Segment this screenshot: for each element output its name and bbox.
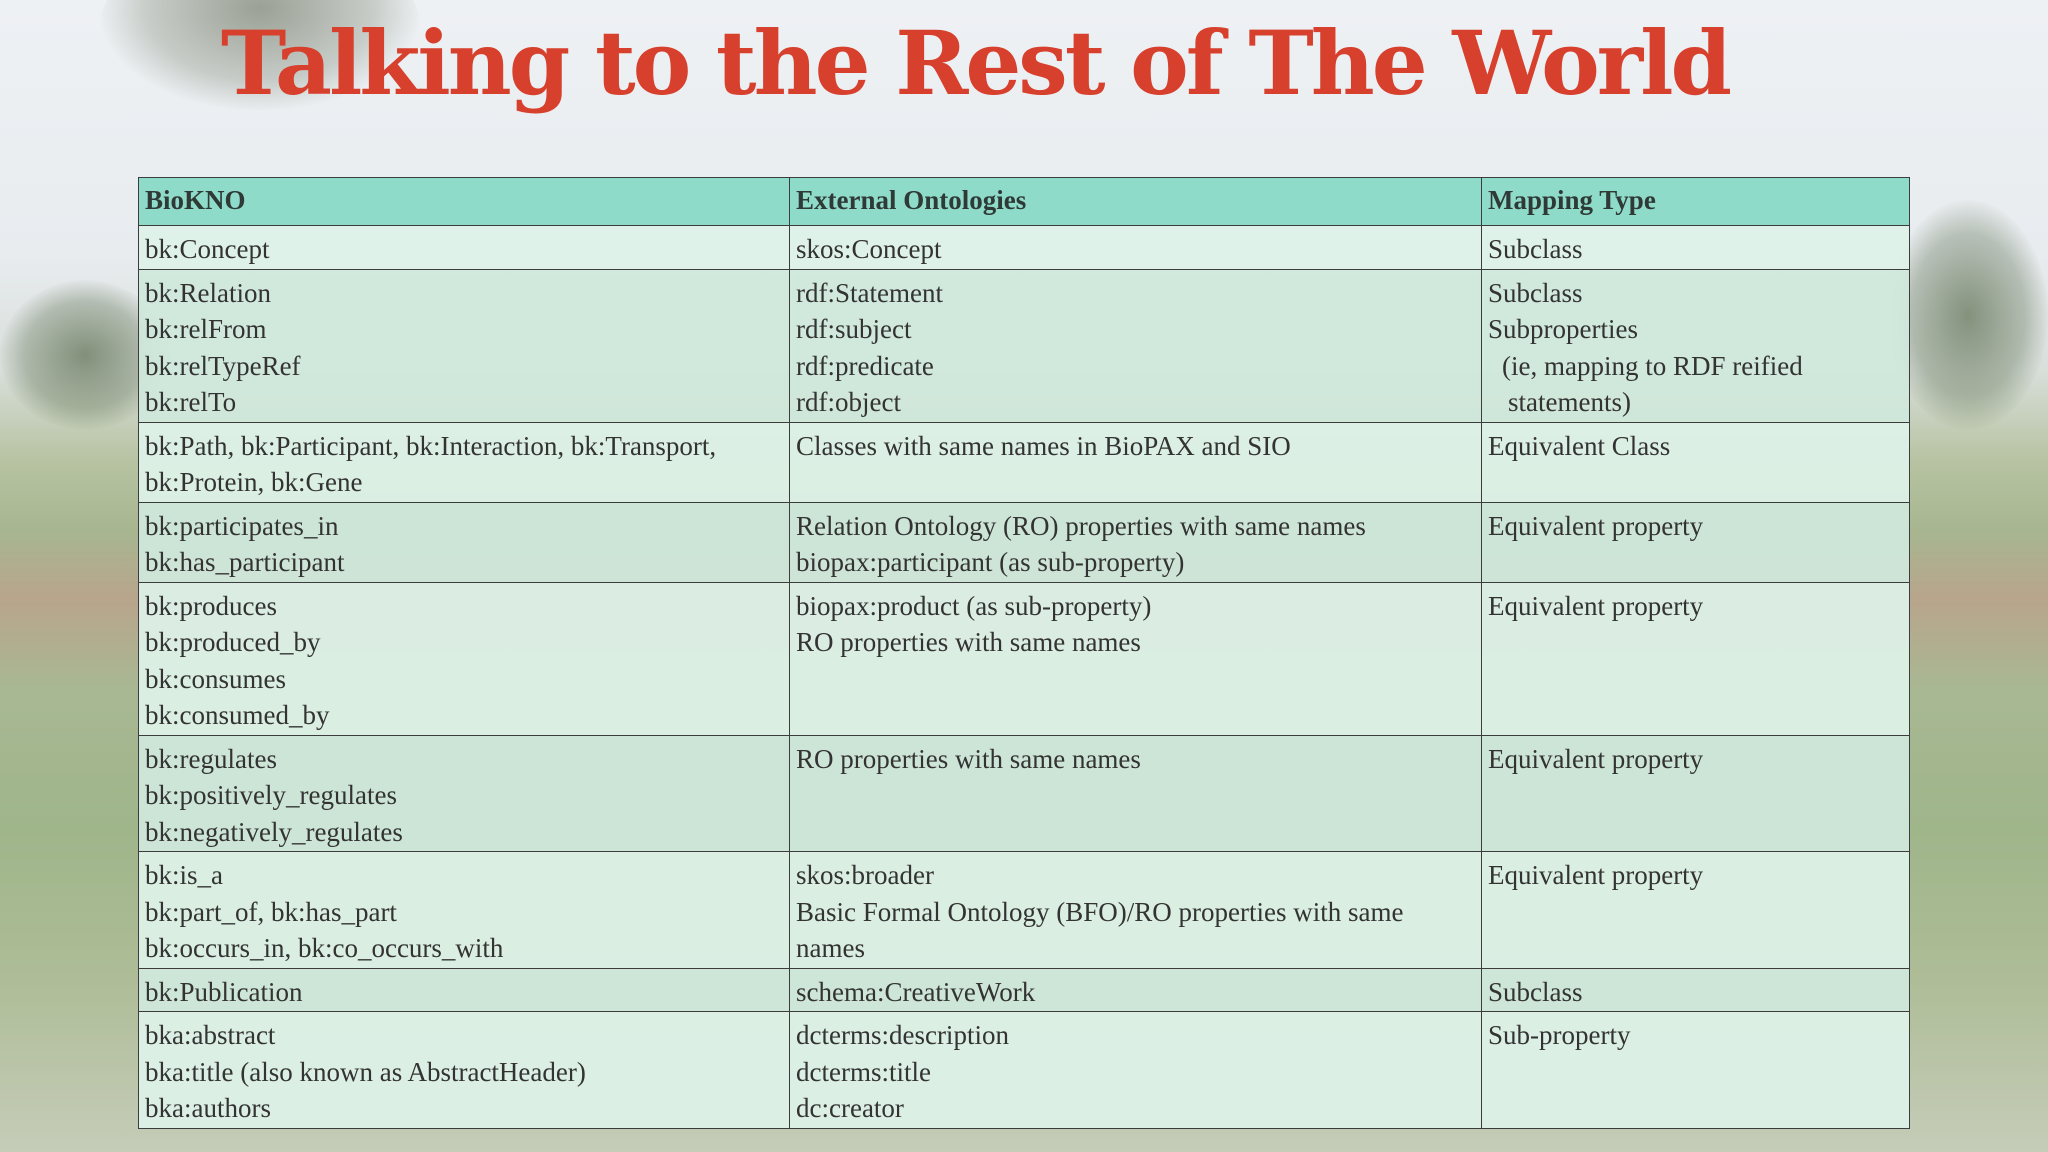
external-ontologies-cell: dcterms:description dcterms:title dc:creat… xyxy=(789,1011,1482,1129)
table-row: bk:participates_in bk:has_participant Rela… xyxy=(138,501,1910,583)
cell-line: bk:relTypeRef xyxy=(145,350,301,381)
cell-line: Subproperties xyxy=(1488,314,1638,344)
cell-line: Equivalent property xyxy=(1488,590,1704,621)
cell-line: RO properties with same names xyxy=(796,627,1141,657)
table-row: bk:produces bk:produced_by bk:consumes bk:c… xyxy=(138,581,1910,736)
external-ontologies-cell: RO properties with same names xyxy=(789,734,1482,852)
bioknO-cell: bk:participates_in bk:has_participant xyxy=(138,501,790,583)
bioknO-cell: bk:Publication xyxy=(138,967,790,1012)
mapping-type-cell: Equivalent property xyxy=(1481,581,1910,736)
cell-line: Equivalent property xyxy=(1488,743,1704,774)
cell-line: bk:consumed_by xyxy=(145,700,330,730)
table-row: bk:Publication schema:CreativeWork Subclas… xyxy=(138,967,1910,1012)
cell-line: (ie, mapping to RDF reified xyxy=(1502,350,1803,381)
cell-line: bk:relTo xyxy=(145,387,237,417)
cell-line: bk:produced_by xyxy=(145,627,321,657)
cell-line: rdf:subject xyxy=(796,314,912,344)
cell-line: bk:participates_in xyxy=(145,510,339,541)
external-ontologies-cell: Relation Ontology (RO) properties with s… xyxy=(789,501,1482,583)
cell-line: bk:Concept xyxy=(145,234,270,264)
cell-line: Subclass xyxy=(1488,234,1583,264)
bioknO-cell: bka:abstract bka:title (also known as Abs… xyxy=(138,1011,790,1129)
mapping-type-cell: Equivalent property xyxy=(1481,734,1910,852)
external-ontologies-cell: rdf:Statement rdf:subject rdf:predicate rdf… xyxy=(789,268,1482,423)
cell-line: bk:consumes xyxy=(145,663,286,694)
cell-line: Classes with same names in BioPAX and SI… xyxy=(796,430,1291,461)
table-row: bk:Path, bk:Participant, bk:Interaction,… xyxy=(138,421,1910,503)
cell-line: bk:Relation xyxy=(145,277,271,308)
cell-line: Subclass xyxy=(1488,976,1583,1007)
mapping-type-cell: Equivalent property xyxy=(1481,851,1910,969)
mapping-type-cell: Subclass xyxy=(1481,225,1910,270)
slide-title: Talking to the Rest of The World xyxy=(220,11,1732,115)
external-ontologies-cell: schema:CreativeWork xyxy=(789,967,1482,1012)
cell-line: dc:creator xyxy=(796,1093,904,1123)
cell-line: schema:CreativeWork xyxy=(796,976,1036,1007)
bioknO-cell: bk:is_a bk:part_of, bk:has_part bk:occurs_… xyxy=(138,851,790,969)
cell-line: Subclass xyxy=(1488,277,1583,308)
cell-line: Relation Ontology (RO) properties with s… xyxy=(796,510,1366,541)
cell-line: bk:regulates xyxy=(145,743,277,774)
table-body: bk:Concept skos:Concept Subclass bk:Relatio… xyxy=(138,225,1910,1129)
table-row: bka:abstract bka:title (also known as Abs… xyxy=(138,1011,1910,1129)
cell-line: statements) xyxy=(1508,387,1631,417)
cell-line: RO properties with same names xyxy=(796,743,1141,774)
cell-line: bk:relFrom xyxy=(145,314,267,344)
cell-line: dcterms:description xyxy=(796,1020,1009,1050)
cell-line: bka:abstract xyxy=(145,1020,276,1050)
cell-line: skos:Concept xyxy=(796,234,942,264)
cell-line: Equivalent property xyxy=(1488,510,1704,541)
mapping-type-cell: Subclass xyxy=(1481,967,1910,1012)
tree-right-decoration xyxy=(1888,200,2048,430)
external-ontologies-cell: skos:Concept xyxy=(789,225,1482,270)
mapping-type-cell: Equivalent property xyxy=(1481,501,1910,583)
cell-line: bka:title (also known as AbstractHeader) xyxy=(145,1056,586,1087)
table-row: bk:regulates bk:positively_regulates bk:ne… xyxy=(138,734,1910,852)
table-header-row: BioKNO External Ontologies Mapping Type xyxy=(138,177,1910,226)
mapping-type-cell: Equivalent Class xyxy=(1481,421,1910,503)
mapping-table-container: BioKNO External Ontologies Mapping Type … xyxy=(138,177,1910,1129)
cell-line: names xyxy=(796,933,865,963)
cell-line: biopax:participant (as sub-property) xyxy=(796,547,1185,577)
cell-line: bk:Protein, bk:Gene xyxy=(145,467,363,497)
cell-line: rdf:object xyxy=(796,387,901,417)
bioknO-cell: bk:Relation bk:relFrom bk:relTypeRef bk:rel… xyxy=(138,268,790,423)
cell-line: biopax:product (as sub-property) xyxy=(796,590,1152,621)
cell-line: bk:part_of, bk:has_part xyxy=(145,896,397,927)
cell-line: Equivalent Class xyxy=(1488,430,1671,461)
cell-line: rdf:Statement xyxy=(796,277,943,308)
cell-line: bk:negatively_regulates xyxy=(145,816,403,847)
header-bioknO: BioKNO xyxy=(138,177,790,226)
external-ontologies-cell: Classes with same names in BioPAX and SI… xyxy=(789,421,1482,503)
table-row: bk:Concept skos:Concept Subclass xyxy=(138,225,1910,270)
cell-line: bka:authors xyxy=(145,1093,271,1123)
cell-line: bk:occurs_in, bk:co_occurs_with xyxy=(145,933,504,963)
cell-line: bk:produces xyxy=(145,590,277,621)
cell-line: skos:broader xyxy=(796,860,934,890)
header-external-ontologies: External Ontologies xyxy=(789,177,1482,226)
cell-line: Equivalent property xyxy=(1488,860,1704,890)
external-ontologies-cell: skos:broader Basic Formal Ontology (BFO)/… xyxy=(789,851,1482,969)
cell-line: rdf:predicate xyxy=(796,350,934,381)
cell-line: bk:Path, bk:Participant, bk:Interaction,… xyxy=(145,430,717,461)
cell-line: dcterms:title xyxy=(796,1056,931,1087)
external-ontologies-cell: biopax:product (as sub-property) RO prope… xyxy=(789,581,1482,736)
cell-line: bk:positively_regulates xyxy=(145,780,397,810)
bioknO-cell: bk:regulates bk:positively_regulates bk:ne… xyxy=(138,734,790,852)
mapping-table: BioKNO External Ontologies Mapping Type … xyxy=(138,177,1910,1129)
bioknO-cell: bk:Concept xyxy=(138,225,790,270)
cell-line: bk:Publication xyxy=(145,976,303,1007)
cell-line: bk:is_a xyxy=(145,860,223,890)
table-row: bk:Relation bk:relFrom bk:relTypeRef bk:rel… xyxy=(138,268,1910,423)
table-row: bk:is_a bk:part_of, bk:has_part bk:occurs_… xyxy=(138,851,1910,969)
cell-line: Sub-property xyxy=(1488,1020,1631,1050)
mapping-type-cell: Subclass Subproperties (ie, mapping to RDF… xyxy=(1481,268,1910,423)
header-mapping-type: Mapping Type xyxy=(1481,177,1910,226)
bioknO-cell: bk:produces bk:produced_by bk:consumes bk:c… xyxy=(138,581,790,736)
cell-line: bk:has_participant xyxy=(145,547,345,577)
mapping-type-cell: Sub-property xyxy=(1481,1011,1910,1129)
cell-line: Basic Formal Ontology (BFO)/RO propertie… xyxy=(796,896,1404,927)
bioknO-cell: bk:Path, bk:Participant, bk:Interaction,… xyxy=(138,421,790,503)
